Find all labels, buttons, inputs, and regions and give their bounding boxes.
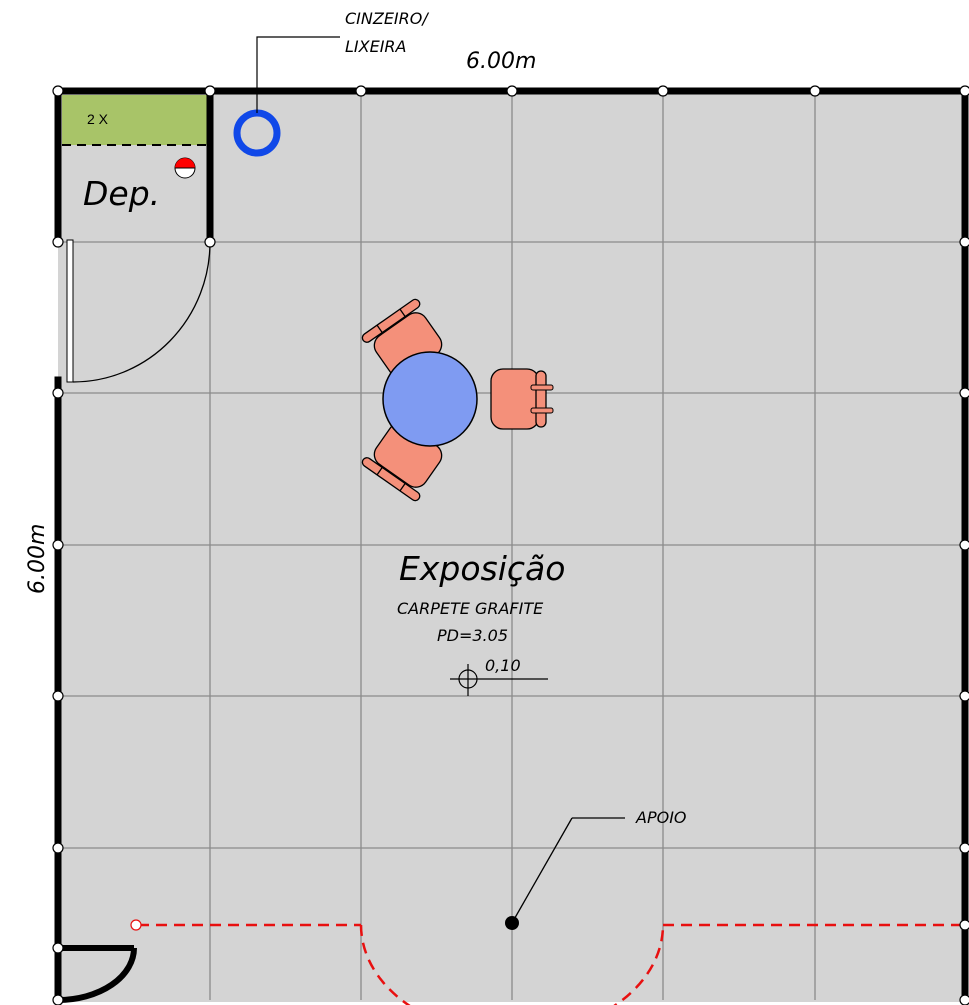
floor-level: 0,10	[485, 656, 521, 675]
extinguisher-icon	[174, 157, 196, 179]
shelf-label: 2 X	[87, 111, 109, 127]
cinzeiro-leader	[256, 36, 340, 113]
ceiling-height: PD=3.05	[437, 626, 508, 645]
storage-door	[66, 239, 211, 383]
floor-grid	[58, 91, 965, 1000]
cinzeiro-label-line2: LIXEIRA	[345, 37, 406, 56]
top-dimension: 6.00m	[466, 49, 536, 74]
grid-nodes	[52, 85, 969, 1005]
floor-finish: CARPETE GRAFITE	[397, 599, 544, 618]
level-marker-icon	[450, 664, 548, 696]
apoio-leader	[505, 817, 625, 930]
apoio-label: APOIO	[635, 808, 687, 827]
table-set	[361, 298, 554, 502]
entry-door	[54, 945, 137, 1003]
storage-shelf	[62, 95, 208, 145]
cinzeiro-label-line1: CINZEIRO/	[345, 9, 429, 28]
side-dimension: 6.00m	[25, 524, 50, 594]
support-counter	[138, 923, 965, 1005]
storage-room-label: Dep.	[83, 174, 160, 213]
room-name: Exposição	[399, 549, 565, 588]
chair-right	[490, 368, 554, 430]
round-table	[382, 351, 478, 447]
